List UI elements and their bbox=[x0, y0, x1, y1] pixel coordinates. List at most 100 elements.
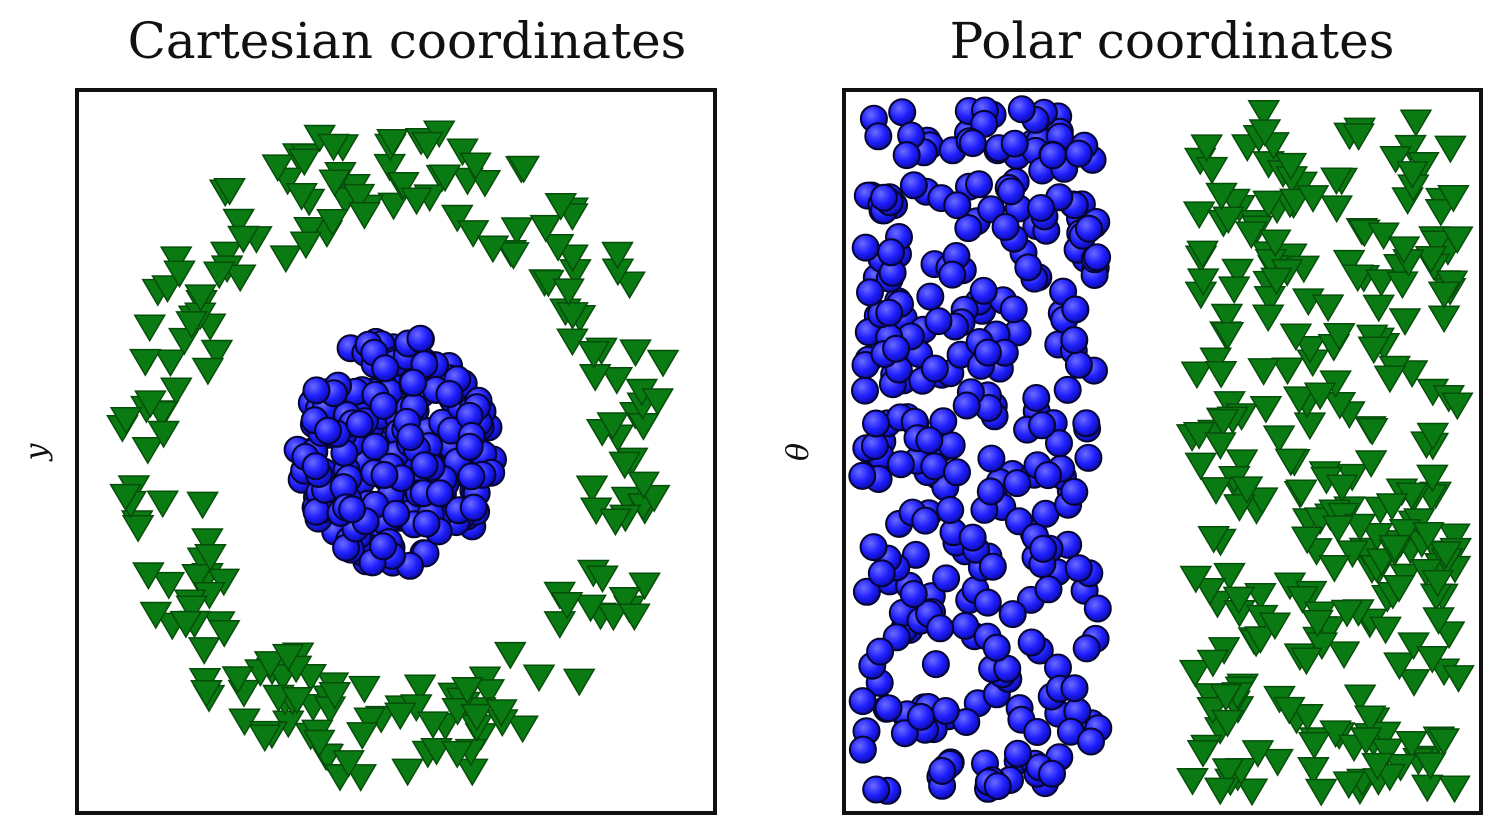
triangle-point bbox=[1247, 99, 1281, 128]
triangle-point bbox=[194, 544, 227, 572]
circle-point bbox=[921, 650, 950, 679]
triangle-point bbox=[223, 264, 257, 293]
circle-point bbox=[1074, 443, 1103, 472]
triangle-point bbox=[1297, 731, 1331, 760]
triangle-point bbox=[1336, 540, 1369, 569]
triangle-point bbox=[1318, 555, 1351, 583]
triangle-point bbox=[1382, 575, 1416, 603]
circle-point bbox=[457, 462, 486, 491]
circle-point bbox=[370, 461, 399, 489]
circle-point bbox=[938, 260, 967, 289]
triangle-point bbox=[1421, 569, 1454, 598]
triangle-point bbox=[1230, 476, 1264, 505]
triangle-point bbox=[1427, 728, 1461, 756]
circle-point bbox=[852, 577, 881, 606]
triangle-point bbox=[1244, 626, 1277, 654]
circle-point bbox=[1027, 194, 1055, 222]
triangle-point bbox=[227, 225, 260, 254]
circle-point bbox=[1064, 139, 1093, 168]
circle-point bbox=[867, 559, 896, 588]
triangle-point bbox=[600, 367, 634, 395]
circle-point bbox=[459, 493, 488, 522]
triangle-point bbox=[1397, 669, 1431, 697]
triangle-point bbox=[562, 668, 596, 697]
circle-point bbox=[1060, 326, 1089, 355]
triangle-point bbox=[1399, 109, 1433, 138]
triangle-point bbox=[121, 514, 155, 543]
triangle-point bbox=[287, 148, 321, 177]
triangle-point bbox=[1429, 541, 1463, 569]
triangle-point bbox=[345, 722, 379, 750]
triangle-point bbox=[190, 680, 223, 708]
triangle-point bbox=[556, 244, 589, 273]
triangle-point bbox=[1387, 236, 1421, 265]
triangle-point bbox=[213, 178, 246, 206]
triangle-point bbox=[221, 666, 255, 694]
triangle-point bbox=[1222, 586, 1256, 615]
circle-point bbox=[301, 452, 330, 481]
triangle-point bbox=[416, 711, 450, 740]
circle-point bbox=[1061, 295, 1090, 324]
circle-point bbox=[412, 509, 441, 538]
triangle-point bbox=[1343, 684, 1377, 713]
triangle-point bbox=[1211, 709, 1244, 738]
triangle-point bbox=[383, 702, 417, 731]
triangle-point bbox=[1427, 281, 1461, 310]
triangle-point bbox=[506, 715, 539, 744]
triangle-point bbox=[1301, 609, 1334, 638]
triangle-point bbox=[376, 128, 409, 157]
triangle-point bbox=[1203, 777, 1237, 806]
circle-point bbox=[958, 129, 987, 158]
triangle-point bbox=[485, 699, 518, 727]
triangle-point bbox=[146, 490, 180, 519]
circle-point bbox=[345, 410, 374, 439]
circle-point bbox=[899, 171, 928, 200]
circle-point bbox=[1000, 129, 1029, 158]
triangle-point bbox=[1197, 525, 1231, 554]
circle-point bbox=[369, 392, 398, 420]
circle-point bbox=[410, 451, 439, 480]
triangle-point bbox=[169, 610, 203, 639]
triangle-point bbox=[348, 675, 381, 704]
triangle-point bbox=[577, 341, 611, 369]
triangle-point bbox=[1364, 269, 1398, 297]
circle-point bbox=[1034, 461, 1063, 490]
triangle-point bbox=[1367, 222, 1400, 251]
triangle-point bbox=[159, 246, 193, 275]
circle-point bbox=[997, 177, 1025, 206]
triangle-point bbox=[1361, 752, 1394, 781]
triangle-point bbox=[1410, 774, 1444, 803]
triangle-point bbox=[348, 202, 381, 230]
triangle-point bbox=[1176, 767, 1209, 796]
triangle-point bbox=[109, 406, 143, 435]
circle-point bbox=[338, 495, 367, 524]
triangle-point bbox=[1296, 185, 1330, 213]
circle-point bbox=[983, 772, 1012, 801]
triangle-point bbox=[1260, 267, 1293, 296]
triangle-point bbox=[556, 302, 589, 330]
circle-point bbox=[1077, 727, 1105, 756]
triangle-point bbox=[353, 707, 386, 736]
triangle-point bbox=[191, 357, 225, 386]
triangle-point bbox=[1291, 703, 1324, 732]
triangle-point bbox=[159, 377, 193, 406]
circle-point bbox=[943, 458, 971, 487]
circle-point bbox=[848, 735, 877, 764]
cartesian-points bbox=[106, 120, 680, 792]
circle-point bbox=[977, 444, 1006, 473]
triangle-point bbox=[1386, 271, 1419, 300]
triangle-point bbox=[1420, 230, 1453, 259]
circle-point bbox=[406, 324, 435, 353]
circle-point bbox=[1038, 141, 1067, 170]
triangle-point bbox=[1251, 304, 1285, 333]
circle-point bbox=[870, 183, 898, 212]
triangle-point bbox=[271, 643, 305, 672]
triangle-point bbox=[151, 275, 184, 303]
triangle-point bbox=[428, 164, 462, 193]
circle-point bbox=[928, 757, 957, 785]
circle-point bbox=[455, 432, 484, 461]
circle-point bbox=[875, 298, 904, 327]
triangle-point bbox=[596, 412, 630, 440]
triangle-point bbox=[152, 571, 186, 600]
cartesian-panel: Cartesian coordinates y bbox=[19, 12, 717, 815]
